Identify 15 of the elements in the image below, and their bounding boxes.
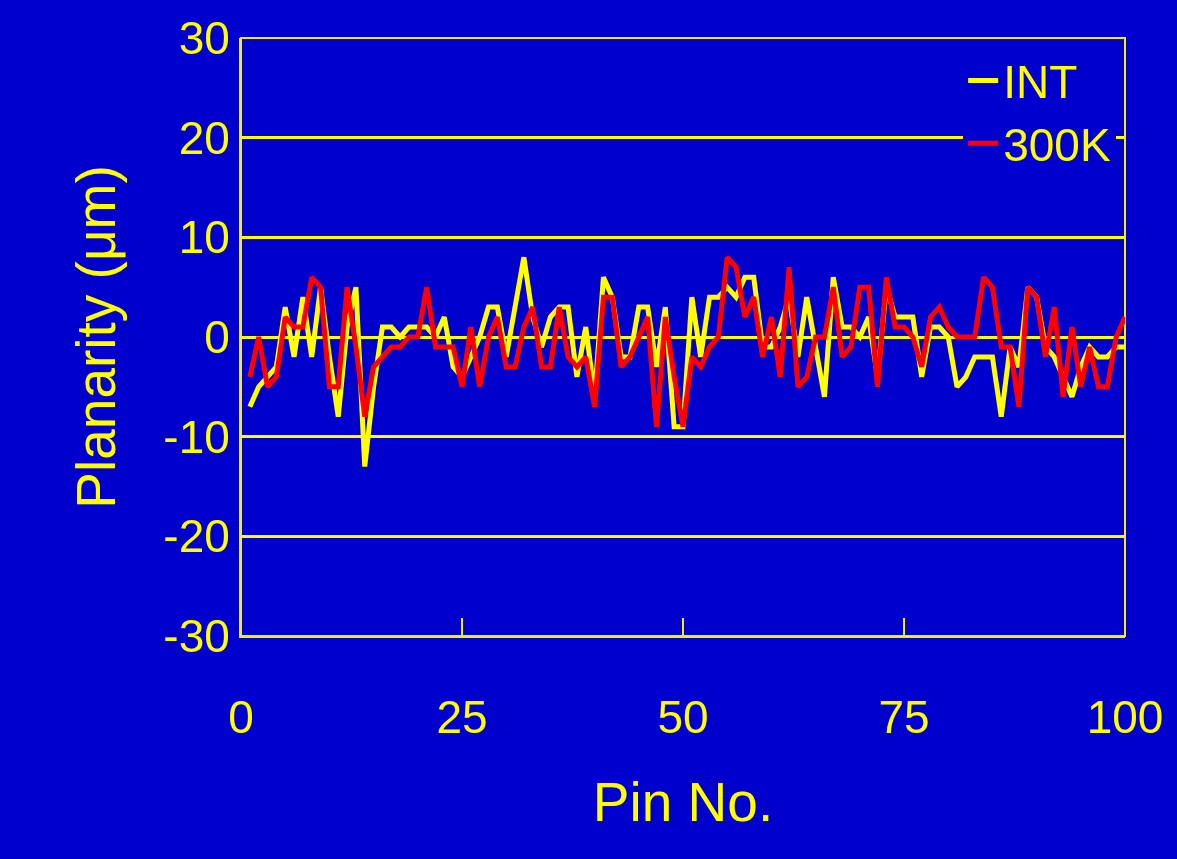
y-tick-label: 10 — [178, 211, 230, 264]
x-axis-title: Pin No. — [592, 770, 774, 833]
x-tick-label: 75 — [878, 691, 930, 744]
x-tick-label: 25 — [436, 691, 488, 744]
y-tick-label: -20 — [163, 510, 230, 563]
legend-label: INT — [1003, 56, 1078, 109]
y-axis-title: Planarity (μm) — [65, 165, 128, 509]
x-tick-label: 50 — [657, 691, 709, 744]
legend-label: 300K — [1003, 119, 1111, 172]
y-tick-label: 0 — [204, 311, 230, 364]
y-tick-label: 30 — [178, 12, 230, 65]
y-tick-label: -10 — [163, 410, 230, 463]
x-tick-label: 100 — [1086, 691, 1164, 744]
y-tick-label: 20 — [178, 111, 230, 164]
y-tick-label: -30 — [163, 610, 230, 663]
